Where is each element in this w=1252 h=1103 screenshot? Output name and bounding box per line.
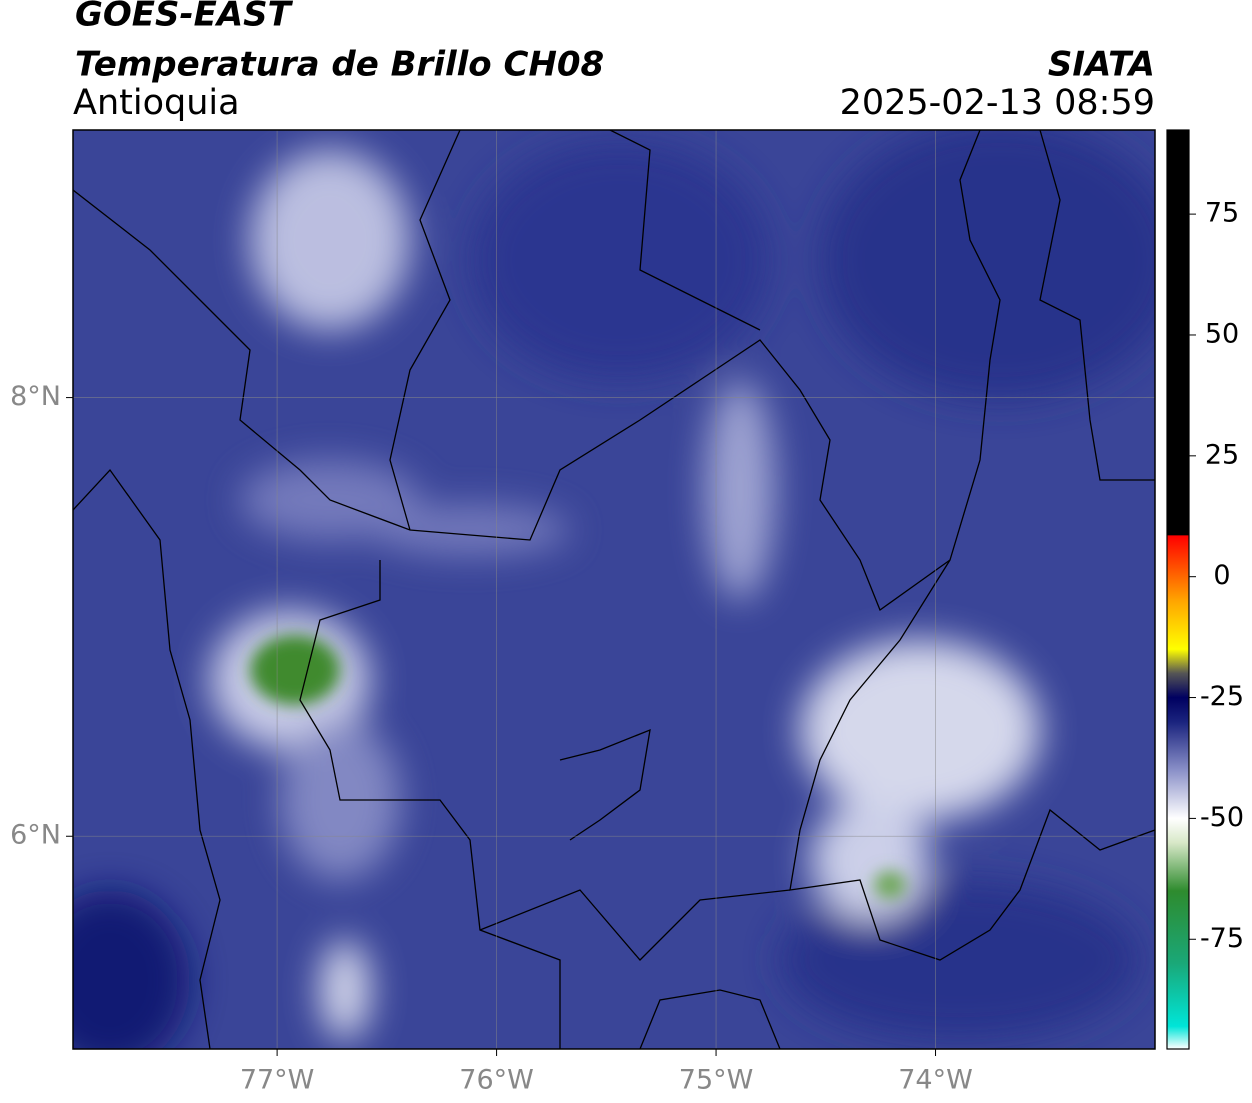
- region: Antioquia: [73, 83, 240, 123]
- map-frame: [72, 129, 1156, 1050]
- map-image: [73, 130, 1155, 1049]
- y-tick-label: 8°N: [10, 381, 61, 412]
- colorbar-tick-label: -50: [1200, 802, 1244, 833]
- colorbar-tick-label: -75: [1200, 923, 1244, 954]
- colorbar-tick-label: 50: [1205, 318, 1239, 349]
- x-tick-label: 75°W: [679, 1065, 754, 1096]
- x-tick-label: 77°W: [240, 1065, 315, 1096]
- colorbar-tick-label: 25: [1205, 439, 1239, 470]
- colorbar-frame: [1166, 129, 1190, 1050]
- colorbar: [1167, 130, 1189, 1049]
- colorbar-tick-label: 75: [1205, 198, 1239, 229]
- x-tick-label: 76°W: [459, 1065, 534, 1096]
- datetime: 2025-02-13 08:59: [840, 83, 1155, 123]
- x-tick-label: 74°W: [898, 1065, 973, 1096]
- title: GOES-EAST: [75, 0, 294, 35]
- colorbar-tick-label: -25: [1200, 681, 1244, 712]
- subtitle: Temperatura de Brillo CH08: [75, 45, 604, 85]
- colorbar-tick-label: 0: [1213, 560, 1230, 591]
- y-tick-label: 6°N: [10, 820, 61, 851]
- source: SIATA: [1048, 45, 1155, 85]
